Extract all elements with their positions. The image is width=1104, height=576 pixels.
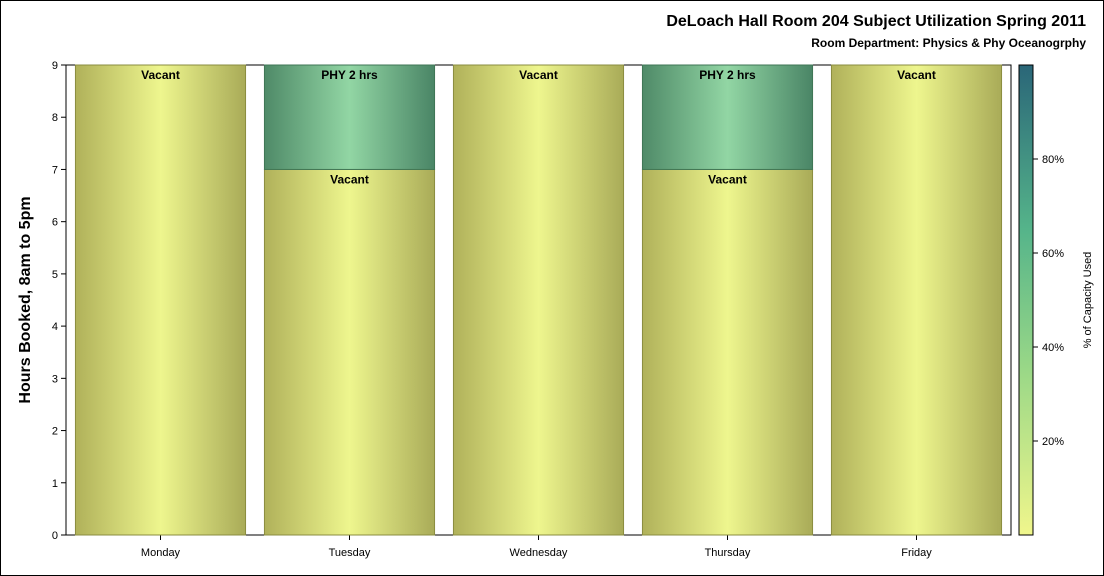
bar-segment [263,168,436,536]
colorbar-label: % of Capacity Used [1082,252,1094,349]
y-tick-label: 1 [52,478,58,490]
chart-subtitle: Room Department: Physics & Phy Oceanogrp… [811,36,1086,50]
y-axis-label: Hours Booked, 8am to 5pm [17,196,34,403]
colorbar-ticks: 20% 40% 60% 80% [1033,154,1064,448]
y-tick-label: 4 [52,321,58,333]
y-tick-label: 0 [52,530,58,542]
x-tick-label: Tuesday [329,547,371,559]
y-axis: 0 1 2 3 4 5 6 7 8 9 [52,60,66,542]
colorbar-tick-label: 20% [1042,436,1064,448]
bar-segment [641,64,814,170]
y-tick-label: 7 [52,164,58,176]
bar-segment [641,168,814,536]
chart-title: DeLoach Hall Room 204 Subject Utilizatio… [666,13,1086,30]
x-tick-label: Thursday [705,547,751,559]
colorbar-tick-label: 80% [1042,154,1064,166]
segment-label: Vacant [519,68,558,82]
y-tick-label: 9 [52,60,58,72]
y-tick-label: 2 [52,426,58,438]
bar-segment [830,64,1003,536]
segment-label: Vacant [897,68,936,82]
bar-segment [452,64,625,536]
segment-label: PHY 2 hrs [699,68,756,82]
x-axis: Monday Tuesday Wednesday Thursday Friday [141,535,932,559]
colorbar [1018,64,1034,536]
segment-label: Vacant [330,172,369,186]
bars [74,64,1003,536]
bar-segment [263,64,436,170]
y-tick-label: 3 [52,373,58,385]
segment-label: Vacant [708,172,747,186]
colorbar-tick-label: 40% [1042,342,1064,354]
x-tick-label: Monday [141,547,181,559]
y-tick-label: 6 [52,217,58,229]
y-tick-label: 5 [52,269,58,281]
bar-segment [74,64,247,536]
segment-label: Vacant [141,68,180,82]
segment-label: PHY 2 hrs [321,68,378,82]
colorbar-tick-label: 60% [1042,248,1064,260]
y-tick-label: 8 [52,112,58,124]
segment-labels: Vacant Vacant PHY 2 hrs Vacant Vacant PHY 2 h… [141,68,936,186]
x-tick-label: Friday [901,547,932,559]
x-tick-label: Wednesday [510,547,568,559]
